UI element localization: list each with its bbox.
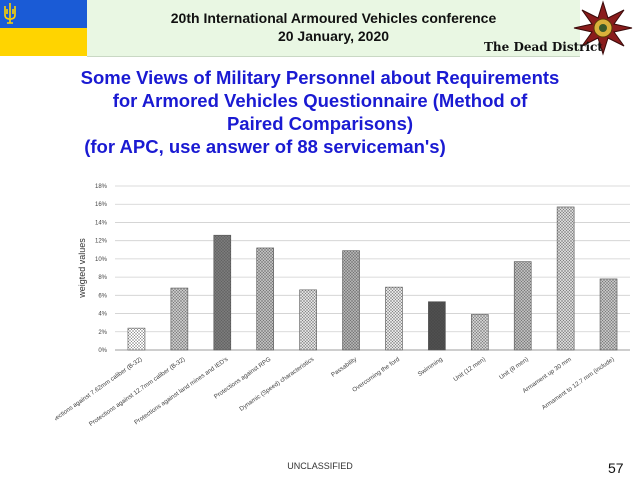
y-tick-label: 6% [98,293,107,299]
bar [599,278,618,351]
x-category-label: Armament to 12.7 mm (include) [541,356,616,411]
x-category-label: Protections against land mines and IED's [133,356,229,426]
y-tick-label: 0% [98,348,107,354]
bar [342,250,360,351]
y-axis-label: weigted values [77,238,87,299]
x-category-label: Overcoming the ford [351,356,401,394]
conference-date: 20 January, 2020 [277,28,390,44]
x-category-label: Dynamic (Speed) characteristics [238,356,315,413]
flag-yellow-stripe [0,28,87,56]
title-line-4: (for APC, use answer of 88 serviceman's) [84,136,446,157]
trident-icon [4,3,16,24]
y-tick-label: 18% [95,184,108,190]
y-tick-label: 12% [95,239,108,245]
slide-title: Some Views of Military Personnel about R… [40,66,600,158]
y-tick-label: 2% [98,330,107,336]
y-tick-label: 16% [95,202,108,208]
classification-label: UNCLASSIFIED [287,461,353,471]
bar [299,289,317,351]
y-tick-label: 4% [98,312,107,318]
ukraine-flag [0,0,87,56]
y-tick-label: 14% [95,220,108,226]
x-category-label: Unit (8 men) [498,356,530,381]
bar [256,247,275,351]
bar [213,234,232,351]
dead-district-emblem-icon [573,0,633,56]
x-category-label: Passability [330,355,359,378]
y-tick-label: 10% [95,257,108,263]
conference-title: 20th International Armoured Vehicles con… [170,10,497,26]
bar [428,301,446,351]
page-number: 57 [608,460,624,476]
bar [513,261,532,351]
bar [556,206,575,351]
title-line-1: Some Views of Military Personnel about R… [80,67,560,88]
y-tick-label: 8% [98,275,107,281]
bar [385,286,403,351]
bar [127,327,146,351]
title-line-3: Paired Comparisons) [226,113,414,134]
bar [470,314,489,351]
x-category-label: Unit (12 men) [452,356,487,383]
chart-svg: 0% 2% 4% 6% 8% 10% 12% 14% 16% 18% weigted values P… [55,184,630,428]
organization-name: The Dead District [484,40,603,54]
title-line-2: for Armored Vehicles Questionnaire (Meth… [112,90,528,111]
x-category-label: Swimming [417,356,445,378]
conference-header: 20th International Armoured Vehicles con… [87,0,580,57]
bar [170,287,189,351]
bar-chart: 0% 2% 4% 6% 8% 10% 12% 14% 16% 18% weigted values P… [55,178,640,480]
